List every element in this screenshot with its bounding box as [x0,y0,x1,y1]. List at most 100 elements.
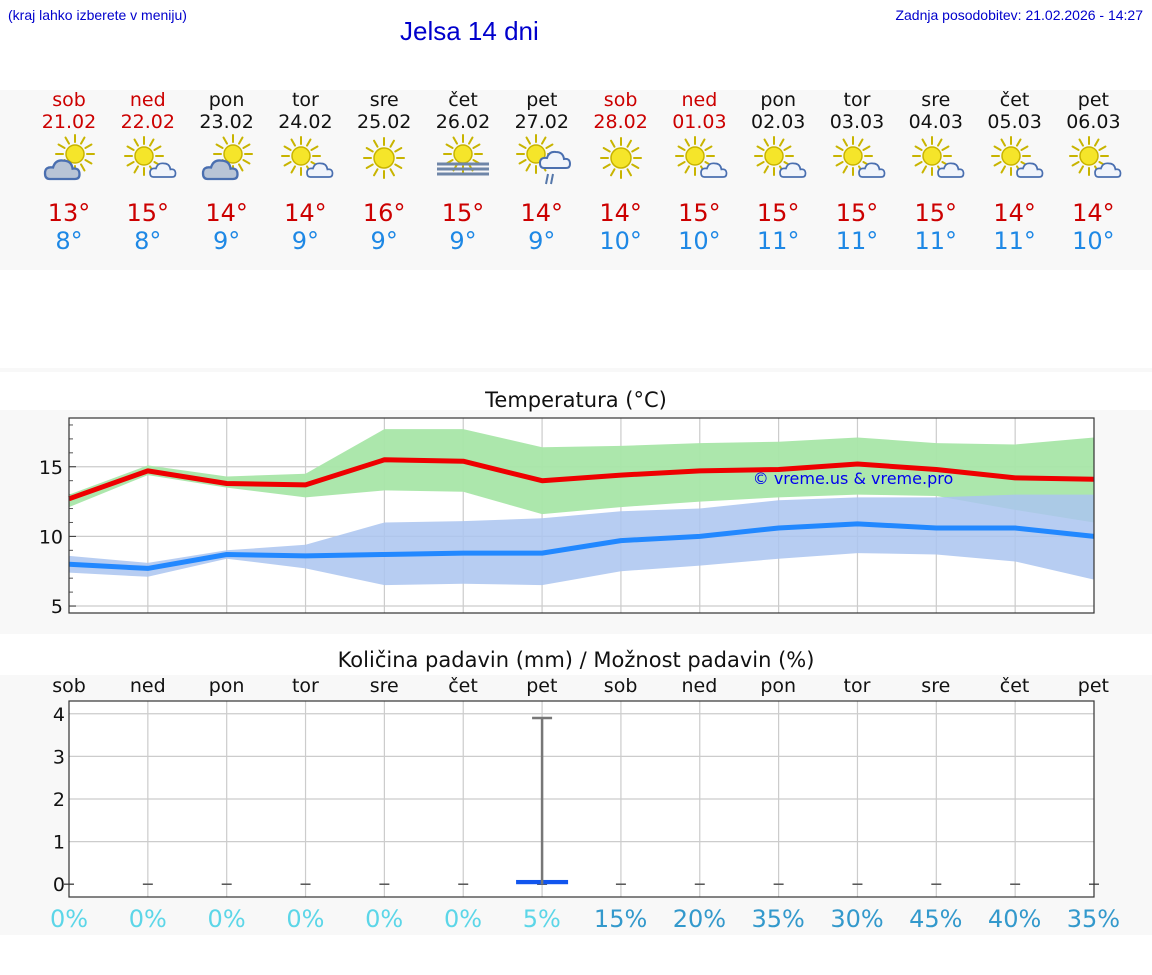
precipitation-day-label: ned [129,675,166,697]
precipitation-day-label: tor [291,675,319,697]
max-temperature: 15° [441,199,485,227]
day-date: 27.02 [514,111,569,133]
day-name: pet [526,89,558,111]
precipitation-chance: 0% [443,905,483,933]
y-tick-label: 2 [53,789,65,811]
day-name: ned [681,89,718,111]
day-date: 25.02 [356,111,412,133]
precipitation-day-label: čet [999,675,1030,697]
sun-small-cloud-icon [911,136,965,178]
precipitation-day-label: sob [603,675,638,697]
day-date: 06.03 [1066,111,1121,133]
precipitation-day-label: ned [681,675,718,697]
header-note: (kraj lahko izberete v meniju) [8,7,187,23]
min-temperature: 9° [370,227,398,255]
y-tick-label: 0 [53,874,65,896]
partly-cloudy-icon [201,134,253,181]
day-name: sre [369,89,399,111]
day-date: 24.02 [278,111,333,133]
forecast-band [0,90,1152,270]
day-name: pet [1077,89,1109,111]
precipitation-chance: 0% [286,905,325,933]
sun-small-cloud-icon [123,136,177,178]
day-date: 22.02 [120,111,175,133]
min-range-band [69,494,1094,586]
plot-frame [68,700,1095,898]
min-temperature: 11° [993,227,1036,255]
y-tick-label: 4 [53,704,65,726]
day-name: pon [760,89,797,111]
max-temperature: 14° [205,199,248,227]
day-date: 04.03 [908,111,963,133]
precipitation-chance: 35% [1066,905,1121,933]
sun-fog-icon [437,134,489,176]
sun-icon [363,137,406,179]
precipitation-day-label: sre [369,675,399,697]
day-date: 02.03 [750,111,806,133]
day-name: ned [129,89,166,111]
max-temperature: 15° [914,199,958,227]
precipitation-chance: 30% [830,905,884,933]
min-temperature: 10° [678,227,721,255]
day-name: tor [291,89,319,111]
min-temperature: 8° [55,227,83,255]
precipitation-chance: 35% [751,905,805,933]
watermark: © vreme.us & vreme.pro [753,469,954,488]
min-temperature: 11° [914,227,958,255]
precipitation-day-label: pon [760,675,797,697]
min-temperature: 11° [756,227,800,255]
max-temperature-line [68,457,1095,502]
max-temperature: 15° [835,199,879,227]
precipitation-chance: 0% [365,905,404,933]
sun-icon [599,137,642,179]
day-date: 05.03 [987,111,1042,133]
max-temperature: 13° [47,199,91,227]
max-temperature: 14° [1072,199,1115,227]
max-temperature: 14° [520,199,564,227]
day-name: čet [448,89,478,111]
day-date: 21.02 [41,111,97,133]
precipitation-chart: 0 1 2 3 4 [53,700,1099,898]
precipitation-chance: 0% [49,905,89,933]
max-temperature: 14° [599,199,642,227]
min-temperature: 8° [134,227,162,255]
min-temperature-line [68,521,1095,571]
min-temperature: 11° [835,227,879,255]
last-updated: Zadnja posodobitev: 21.02.2026 - 14:27 [895,7,1143,23]
day-name: sob [603,89,638,111]
min-temperature: 10° [1072,227,1115,255]
y-tick-label: 5 [51,596,63,618]
y-tick-label: 15 [39,457,63,479]
max-temperature: 14° [284,199,327,227]
sun-small-cloud-icon [1069,136,1122,178]
day-date: 26.02 [435,111,491,133]
day-name: čet [999,89,1030,111]
day-date: 28.02 [593,111,648,133]
day-name: sob [52,89,86,111]
precipitation-chance: 40% [987,905,1042,933]
plot-frame [68,417,1095,614]
day-date: 23.02 [199,111,254,133]
min-temperature: 9° [291,227,320,255]
min-temperature: 9° [449,227,477,255]
precipitation-day-label: pet [526,675,558,697]
max-temperature: 15° [126,199,170,227]
precipitation-day-label: sre [921,675,951,697]
partly-cloudy-icon [43,134,95,181]
precipitation-chart-title: Količina padavin (mm) / Možnost padavin … [337,648,815,672]
temperature-chart-title: Temperatura (°C) [485,388,667,412]
min-temperature: 9° [528,227,556,255]
y-tick-label: 3 [53,746,65,768]
sun-small-cloud-icon [833,136,886,178]
precipitation-chance: 5% [522,905,561,933]
y-tick-label: 1 [53,832,65,854]
precipitation-day-label: sob [52,675,86,697]
min-temperature: 10° [599,227,642,255]
precipitation-day-label: čet [448,675,478,697]
precipitation-chance: 15% [593,905,648,933]
sun-small-cloud-icon [990,136,1043,178]
day-date: 03.03 [829,111,885,133]
max-temperature: 14° [993,199,1036,227]
max-temperature: 16° [362,199,406,227]
precipitation-chance: 45% [909,905,963,933]
